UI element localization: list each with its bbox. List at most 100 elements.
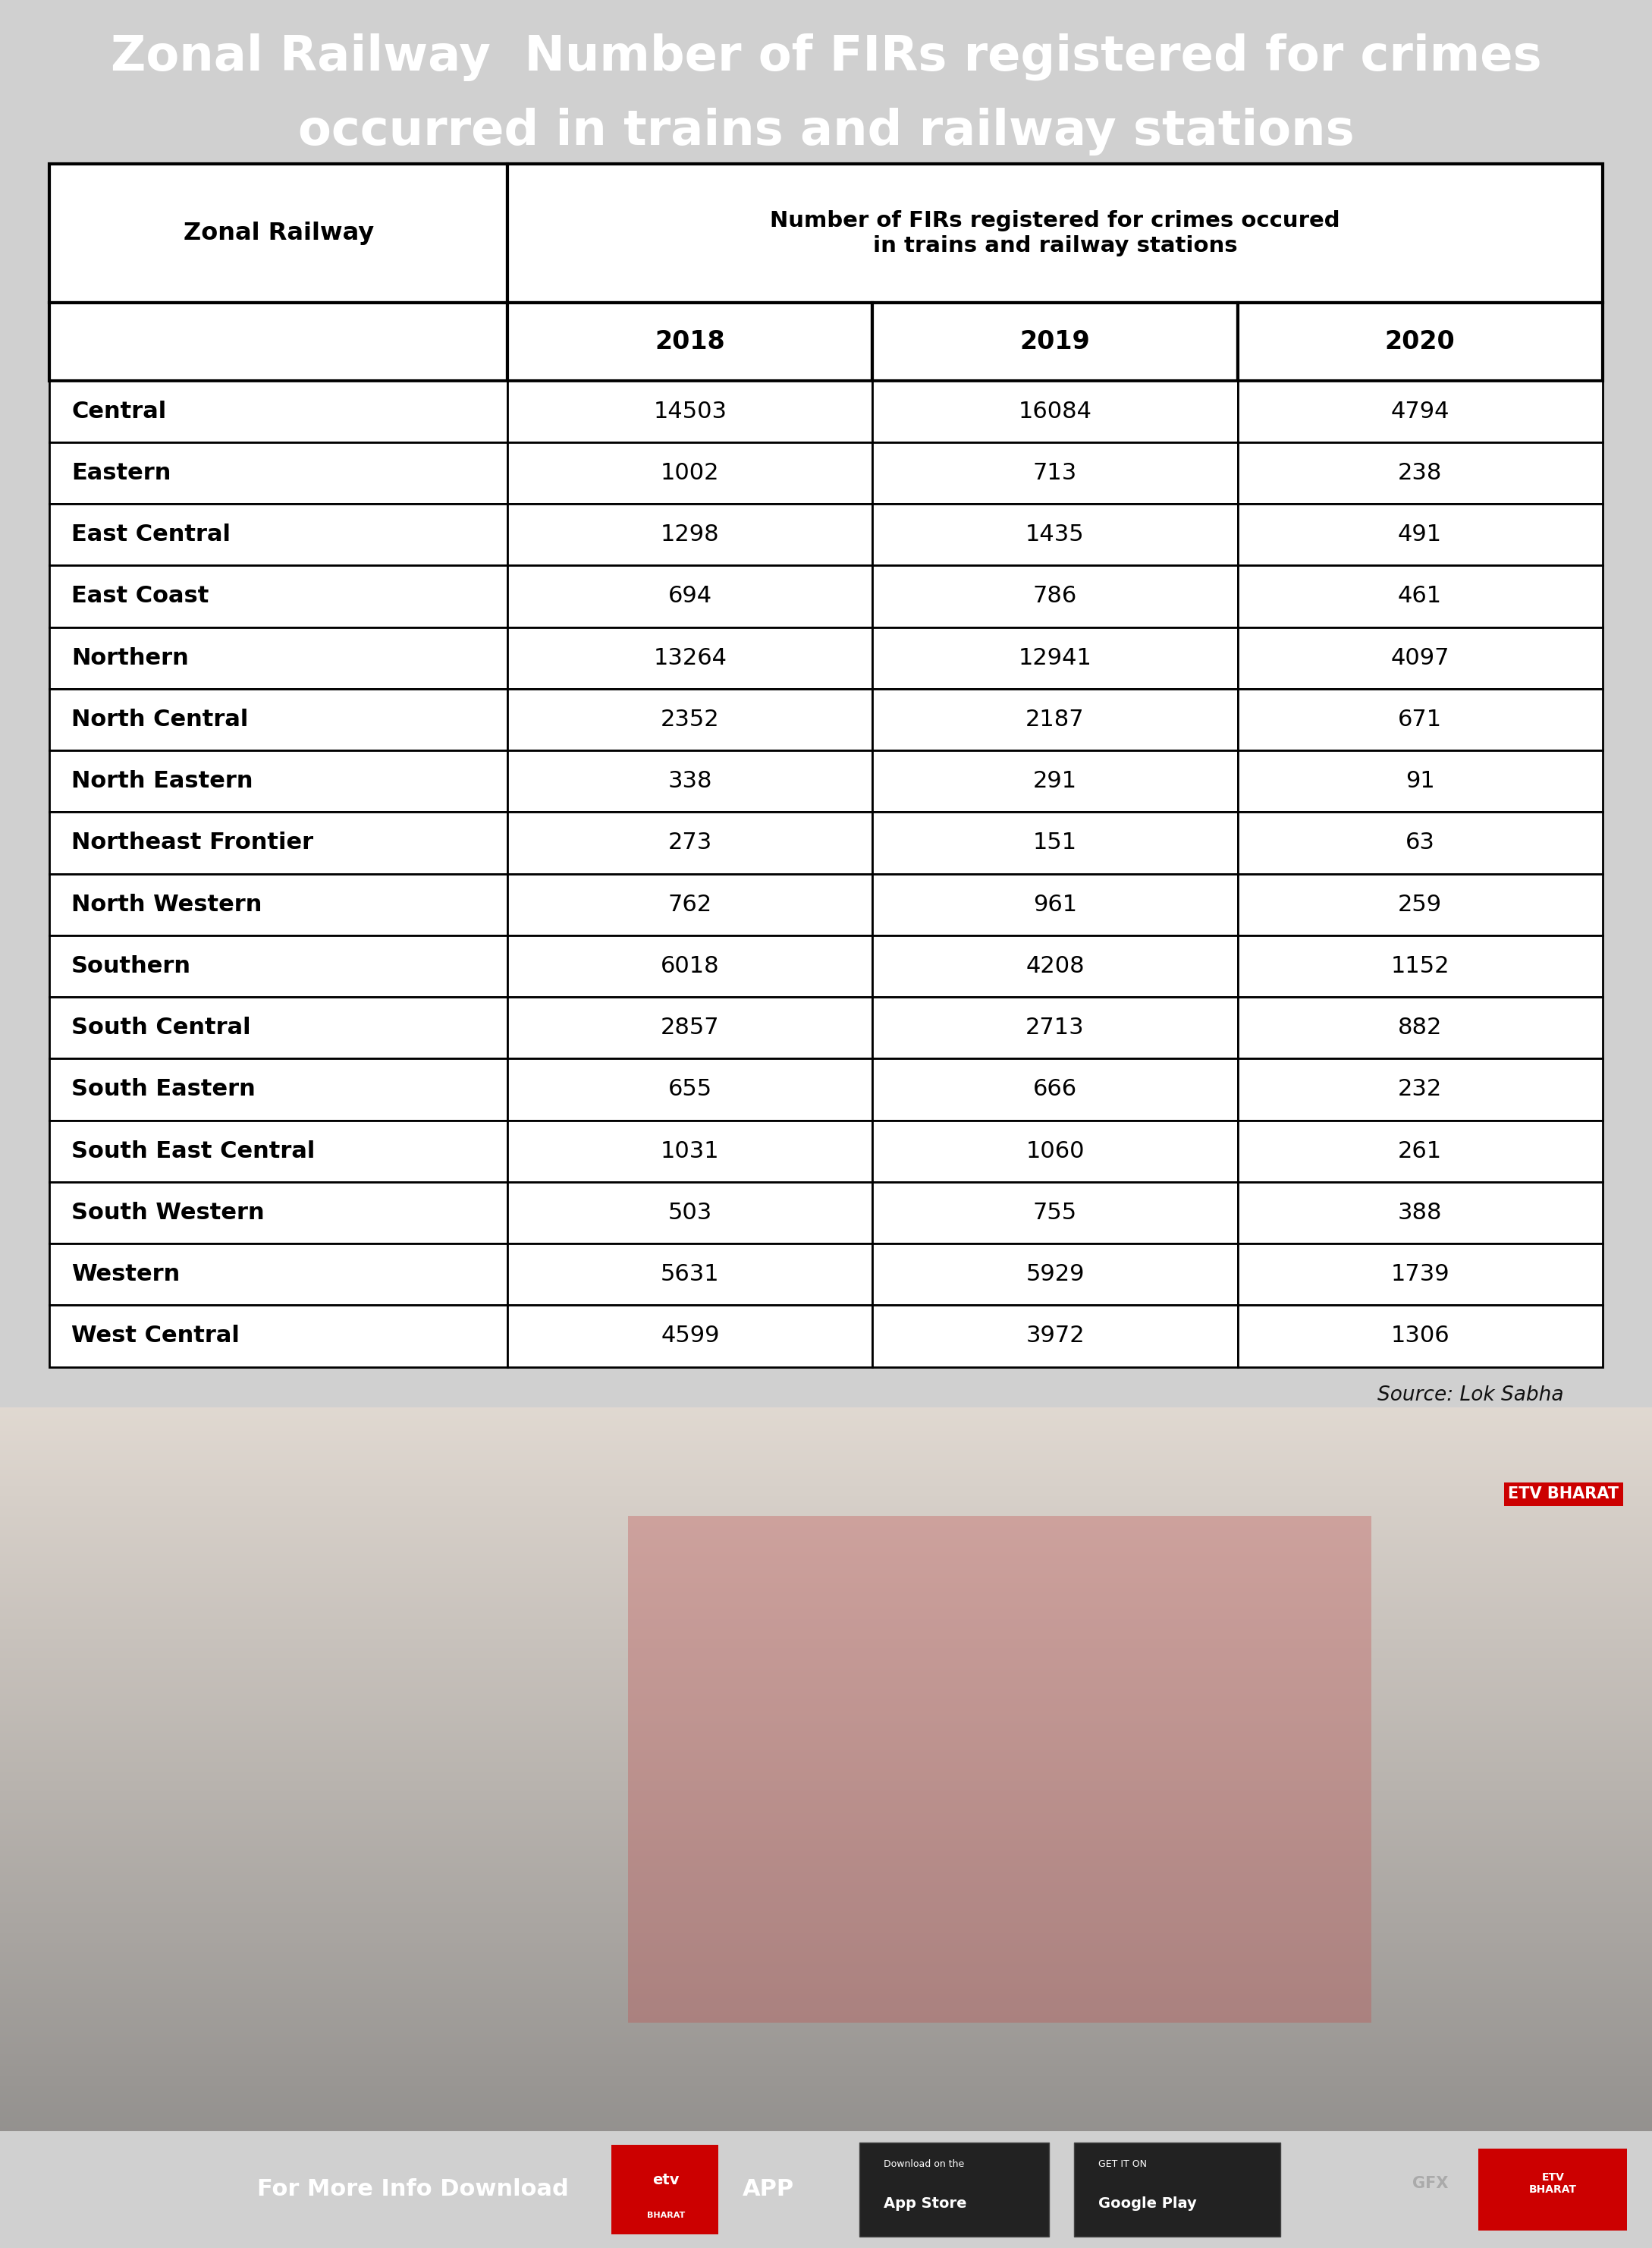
Bar bbox=[507, 443, 872, 504]
Bar bbox=[507, 1182, 872, 1243]
Bar bbox=[507, 812, 872, 874]
Text: 1739: 1739 bbox=[1391, 1263, 1449, 1286]
Text: 2020: 2020 bbox=[1384, 328, 1455, 353]
Bar bbox=[872, 688, 1237, 751]
Text: 1298: 1298 bbox=[661, 524, 720, 546]
Text: 2019: 2019 bbox=[1019, 328, 1090, 353]
Text: 16084: 16084 bbox=[1018, 400, 1092, 423]
Text: Zonal Railway: Zonal Railway bbox=[183, 223, 373, 245]
Bar bbox=[1237, 1182, 1602, 1243]
Text: South Eastern: South Eastern bbox=[71, 1079, 256, 1102]
Bar bbox=[1237, 751, 1602, 812]
Bar bbox=[507, 751, 872, 812]
Bar bbox=[50, 1059, 507, 1120]
Text: etv: etv bbox=[653, 2174, 679, 2187]
Bar bbox=[872, 1182, 1237, 1243]
Bar bbox=[872, 380, 1237, 443]
Bar bbox=[507, 1243, 872, 1306]
Bar bbox=[859, 2142, 1049, 2237]
Text: 5929: 5929 bbox=[1026, 1263, 1084, 1286]
Bar bbox=[50, 935, 507, 996]
Text: 961: 961 bbox=[1032, 892, 1077, 915]
Text: Number of FIRs registered for crimes occured
in trains and railway stations: Number of FIRs registered for crimes occ… bbox=[770, 211, 1340, 256]
Text: 6018: 6018 bbox=[661, 955, 720, 978]
Text: Download on the: Download on the bbox=[884, 2158, 965, 2169]
Text: 1002: 1002 bbox=[661, 463, 720, 483]
Text: 655: 655 bbox=[667, 1079, 712, 1102]
Text: East Coast: East Coast bbox=[71, 584, 208, 607]
Bar bbox=[50, 303, 507, 380]
Bar bbox=[507, 566, 872, 627]
Text: South Central: South Central bbox=[71, 1016, 251, 1039]
Text: App Store: App Store bbox=[884, 2196, 966, 2210]
Bar bbox=[1237, 1059, 1602, 1120]
Text: 273: 273 bbox=[667, 832, 712, 854]
Bar bbox=[507, 935, 872, 996]
Text: 503: 503 bbox=[667, 1203, 712, 1223]
Bar bbox=[872, 1120, 1237, 1182]
Text: Google Play: Google Play bbox=[1099, 2196, 1198, 2210]
Bar bbox=[872, 935, 1237, 996]
Bar bbox=[507, 1120, 872, 1182]
Text: Eastern: Eastern bbox=[71, 463, 170, 483]
Bar bbox=[872, 1059, 1237, 1120]
Bar bbox=[507, 380, 872, 443]
Text: ETV
BHARAT: ETV BHARAT bbox=[1530, 2172, 1576, 2194]
Text: South Western: South Western bbox=[71, 1203, 264, 1223]
Bar bbox=[50, 380, 507, 443]
Bar bbox=[50, 996, 507, 1059]
Text: Southern: Southern bbox=[71, 955, 192, 978]
Text: 63: 63 bbox=[1406, 832, 1434, 854]
Text: 491: 491 bbox=[1398, 524, 1442, 546]
Text: 461: 461 bbox=[1398, 584, 1442, 607]
Bar bbox=[611, 2145, 719, 2235]
Text: 91: 91 bbox=[1406, 771, 1434, 791]
Bar bbox=[1237, 1306, 1602, 1367]
Bar bbox=[872, 751, 1237, 812]
Text: 338: 338 bbox=[667, 771, 712, 791]
Text: 2187: 2187 bbox=[1026, 708, 1084, 731]
Text: 151: 151 bbox=[1032, 832, 1077, 854]
Text: 13264: 13264 bbox=[653, 647, 727, 670]
Text: Northern: Northern bbox=[71, 647, 188, 670]
Text: 14503: 14503 bbox=[653, 400, 727, 423]
Text: 1060: 1060 bbox=[1026, 1140, 1084, 1162]
Bar bbox=[507, 164, 1602, 303]
Bar bbox=[872, 443, 1237, 504]
Bar bbox=[50, 566, 507, 627]
Text: 12941: 12941 bbox=[1018, 647, 1092, 670]
Text: Source: Lok Sabha: Source: Lok Sabha bbox=[1378, 1385, 1563, 1405]
Text: North Eastern: North Eastern bbox=[71, 771, 253, 791]
Bar bbox=[1237, 812, 1602, 874]
Text: 3972: 3972 bbox=[1026, 1324, 1084, 1347]
Bar bbox=[50, 164, 507, 303]
Bar bbox=[1479, 2149, 1627, 2230]
Bar bbox=[1237, 935, 1602, 996]
Text: 1435: 1435 bbox=[1026, 524, 1084, 546]
Bar bbox=[1237, 874, 1602, 935]
Bar bbox=[50, 1243, 507, 1306]
Text: 671: 671 bbox=[1398, 708, 1442, 731]
Bar bbox=[872, 303, 1237, 380]
Text: 694: 694 bbox=[667, 584, 712, 607]
Text: 259: 259 bbox=[1398, 892, 1442, 915]
Text: 1031: 1031 bbox=[661, 1140, 720, 1162]
Text: West Central: West Central bbox=[71, 1324, 240, 1347]
Text: GET IT ON: GET IT ON bbox=[1099, 2158, 1146, 2169]
Bar bbox=[50, 504, 507, 566]
Bar bbox=[872, 627, 1237, 688]
Text: ETV BHARAT: ETV BHARAT bbox=[1508, 1486, 1619, 1502]
Bar bbox=[872, 566, 1237, 627]
Bar bbox=[872, 504, 1237, 566]
Bar bbox=[50, 443, 507, 504]
Bar bbox=[507, 1306, 872, 1367]
Text: 232: 232 bbox=[1398, 1079, 1442, 1102]
Bar bbox=[628, 1515, 1371, 2023]
Text: 755: 755 bbox=[1032, 1203, 1077, 1223]
Text: 1152: 1152 bbox=[1391, 955, 1449, 978]
Bar bbox=[507, 303, 872, 380]
Bar bbox=[872, 996, 1237, 1059]
Text: 4794: 4794 bbox=[1391, 400, 1449, 423]
Bar bbox=[1237, 1120, 1602, 1182]
Text: GFX: GFX bbox=[1412, 2176, 1449, 2192]
